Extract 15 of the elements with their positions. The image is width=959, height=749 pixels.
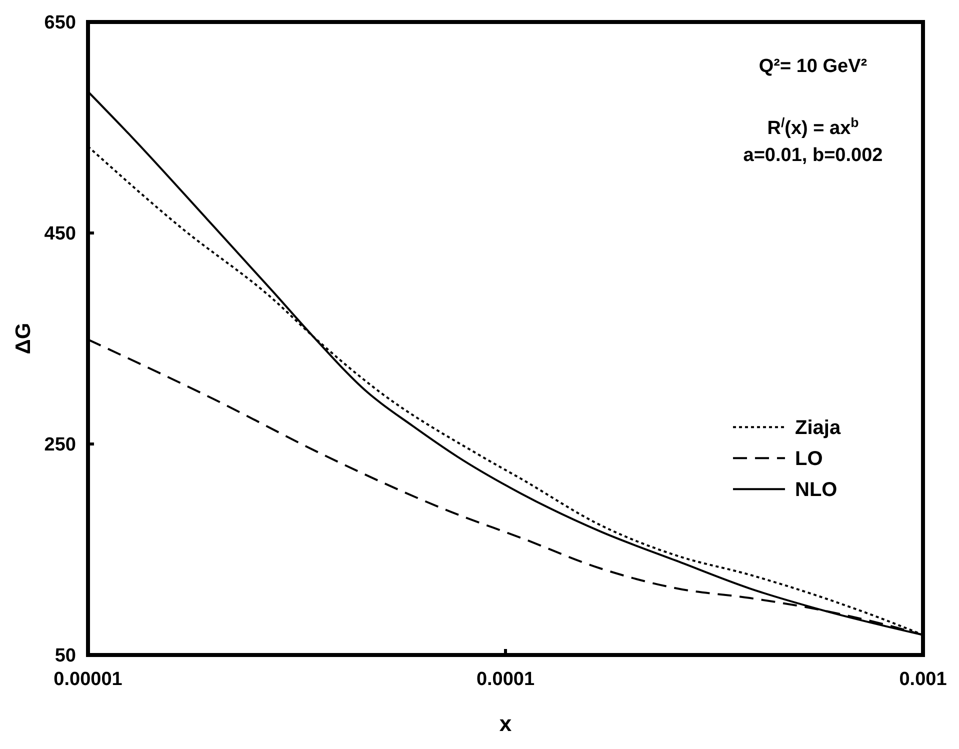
legend-label: LO — [795, 448, 823, 470]
y-tick-label: 650 — [44, 12, 76, 34]
x-tick-label: 0.001 — [899, 669, 948, 690]
annotation: Q²= 10 GeV² — [758, 56, 868, 77]
annotation: R$^{/}$(x) = ax$^{b}$ — [767, 114, 859, 139]
x-tick-label: 0.00001 — [54, 669, 123, 690]
legend-label: NLO — [795, 479, 838, 502]
y-tick-label: 250 — [44, 434, 76, 456]
legend-label: Ziaja — [795, 417, 842, 440]
annotation: a=0.01, b=0.002 — [743, 145, 883, 166]
y-tick-label: 50 — [54, 646, 76, 667]
y-axis-title: ΔG — [12, 322, 35, 354]
x-tick-label: 0.0001 — [476, 669, 535, 690]
x-axis-title: x — [499, 711, 512, 736]
y-tick-label: 450 — [44, 224, 76, 245]
